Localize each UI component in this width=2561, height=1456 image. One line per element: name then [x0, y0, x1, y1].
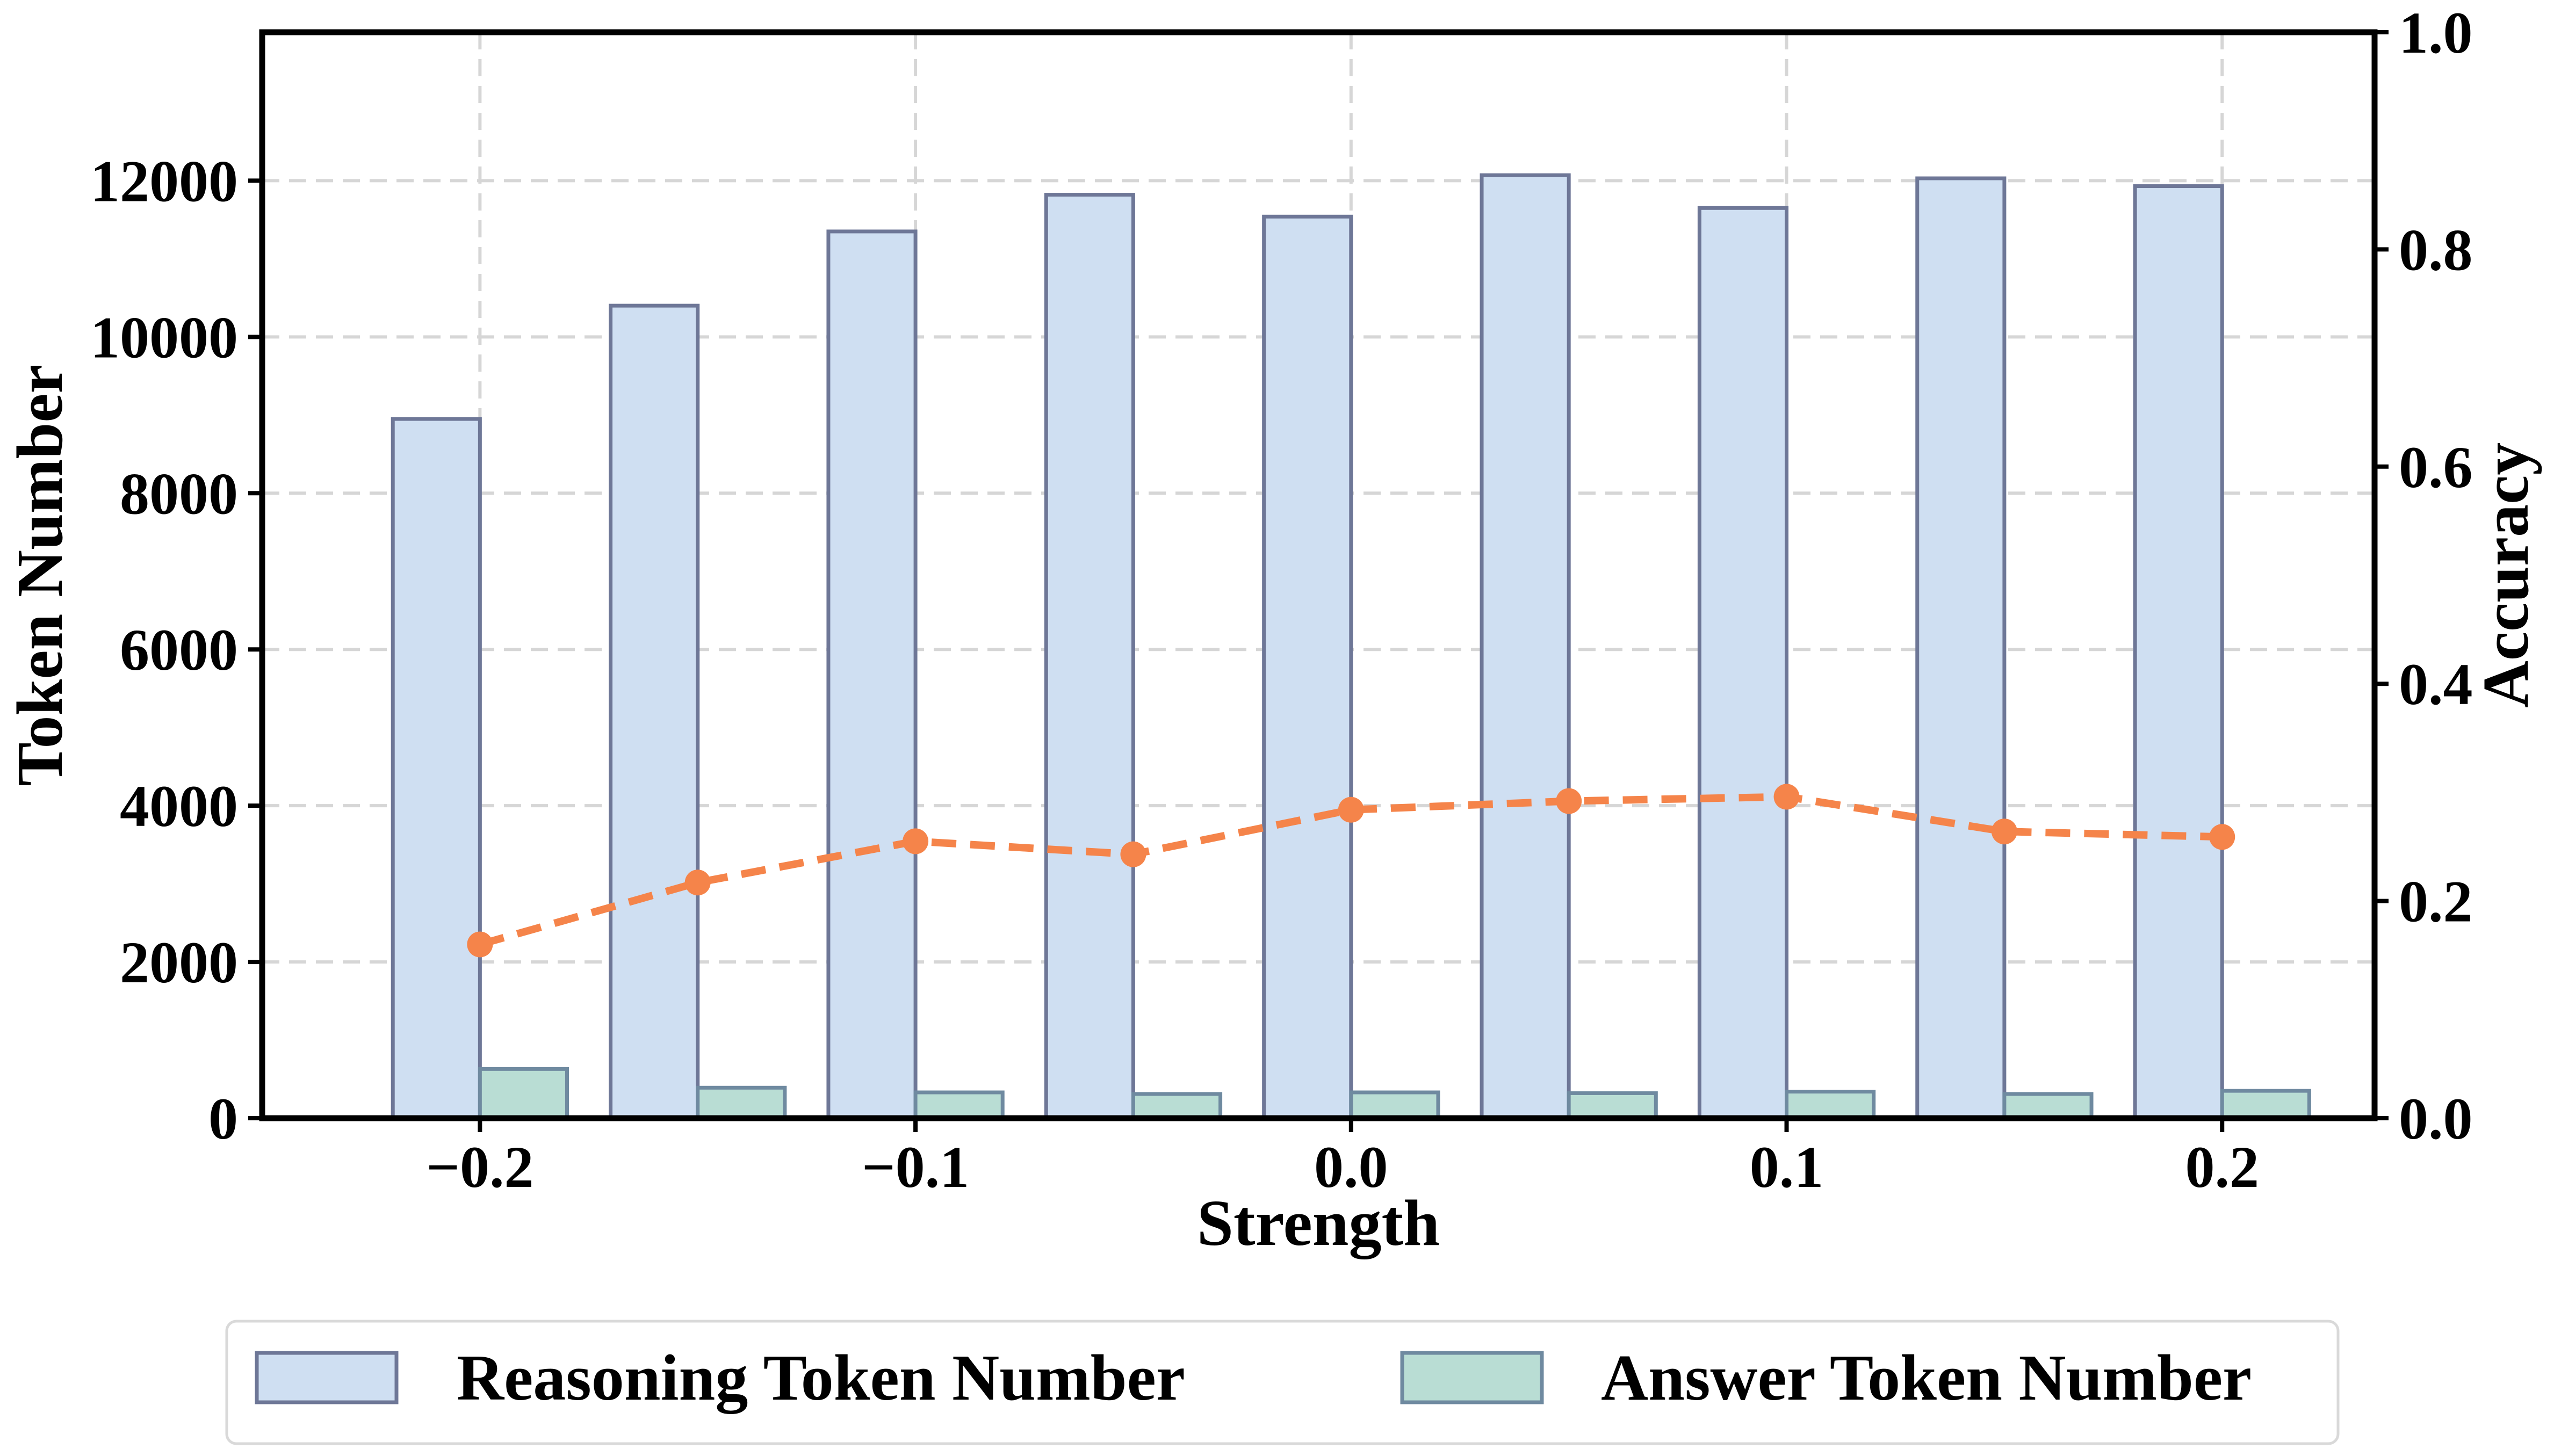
reasoning-bar-0 — [391, 417, 482, 1120]
reasoning-bar-8 — [2133, 184, 2224, 1120]
y-tick-label-2: 4000 — [120, 773, 238, 839]
accuracy-point-3 — [1120, 841, 1146, 867]
answer-bar-6 — [1785, 1090, 1876, 1120]
accuracy-point-4 — [1338, 796, 1364, 823]
answer-bar-0 — [478, 1067, 569, 1120]
answer-bar-7 — [2002, 1092, 2094, 1120]
axis-ticks: −0.2 −0.1 0.0 0.1 0.2 0 2000 4000 6000 8000 10000 1… — [90, 0, 2473, 1200]
reasoning-bar-3 — [1044, 193, 1135, 1120]
legend-label-answer: Answer Token Number — [1601, 1342, 2252, 1414]
legend-swatch-answer — [1400, 1351, 1544, 1404]
answer-bar-4 — [1349, 1090, 1440, 1120]
accuracy-point-8 — [2209, 824, 2235, 850]
reasoning-bar-2 — [826, 229, 918, 1120]
x-tick-label-0: −0.2 — [426, 1134, 533, 1200]
answer-bar-2 — [913, 1090, 1005, 1120]
accuracy-point-6 — [1773, 784, 1800, 810]
accuracy-point-2 — [903, 828, 929, 854]
x-axis-label: Strength — [1197, 1187, 1440, 1259]
legend-box — [225, 1320, 2340, 1445]
x-tick-label-1: −0.1 — [862, 1134, 969, 1200]
y-axis-label: Token Number — [4, 364, 76, 786]
reasoning-bar-6 — [1697, 206, 1789, 1120]
y-tick-label-3: 6000 — [120, 617, 238, 683]
reasoning-bar-4 — [1262, 214, 1353, 1120]
x-tick-label-4: 0.2 — [2185, 1134, 2259, 1200]
answer-bar-3 — [1131, 1092, 1223, 1120]
reasoning-bar-5 — [1480, 173, 1571, 1120]
reasoning-bar-1 — [609, 303, 700, 1120]
x-tick-label-2: 0.0 — [1314, 1134, 1388, 1200]
answer-bar-1 — [696, 1085, 787, 1120]
accuracy-point-7 — [1991, 818, 2017, 845]
y2-tick-label-0: 0.0 — [2399, 1086, 2473, 1151]
y2-tick-label-2: 0.4 — [2399, 651, 2473, 717]
y-tick-label-0: 0 — [208, 1086, 238, 1151]
y2-tick-label-4: 0.8 — [2399, 217, 2473, 282]
answer-bar-5 — [1567, 1091, 1658, 1120]
accuracy-point-5 — [1556, 788, 1582, 814]
x-tick-label-3: 0.1 — [1750, 1134, 1824, 1200]
accuracy-point-0 — [467, 931, 493, 958]
y-tick-label-4: 8000 — [120, 461, 238, 526]
accuracy-point-1 — [684, 870, 711, 896]
y2-axis-label: Accuracy — [2470, 443, 2542, 708]
plot-frame — [259, 29, 2378, 1121]
answer-bar-8 — [2220, 1089, 2311, 1120]
y-tick-label-5: 10000 — [90, 305, 238, 370]
legend: Reasoning Token Number Answer Token Numb… — [225, 1320, 2340, 1445]
y2-tick-label-1: 0.2 — [2399, 869, 2473, 935]
accuracy-line-path — [479, 793, 2223, 948]
y-tick-label-1: 2000 — [120, 930, 238, 995]
y-tick-label-6: 12000 — [90, 148, 238, 214]
y2-tick-label-5: 1.0 — [2399, 0, 2473, 66]
legend-swatch-reasoning — [255, 1351, 399, 1404]
legend-label-reasoning: Reasoning Token Number — [457, 1342, 1185, 1414]
bars — [391, 173, 2311, 1120]
accuracy-line — [467, 784, 2235, 958]
y2-tick-label-3: 0.6 — [2399, 434, 2473, 500]
reasoning-bar-7 — [1915, 176, 2007, 1120]
